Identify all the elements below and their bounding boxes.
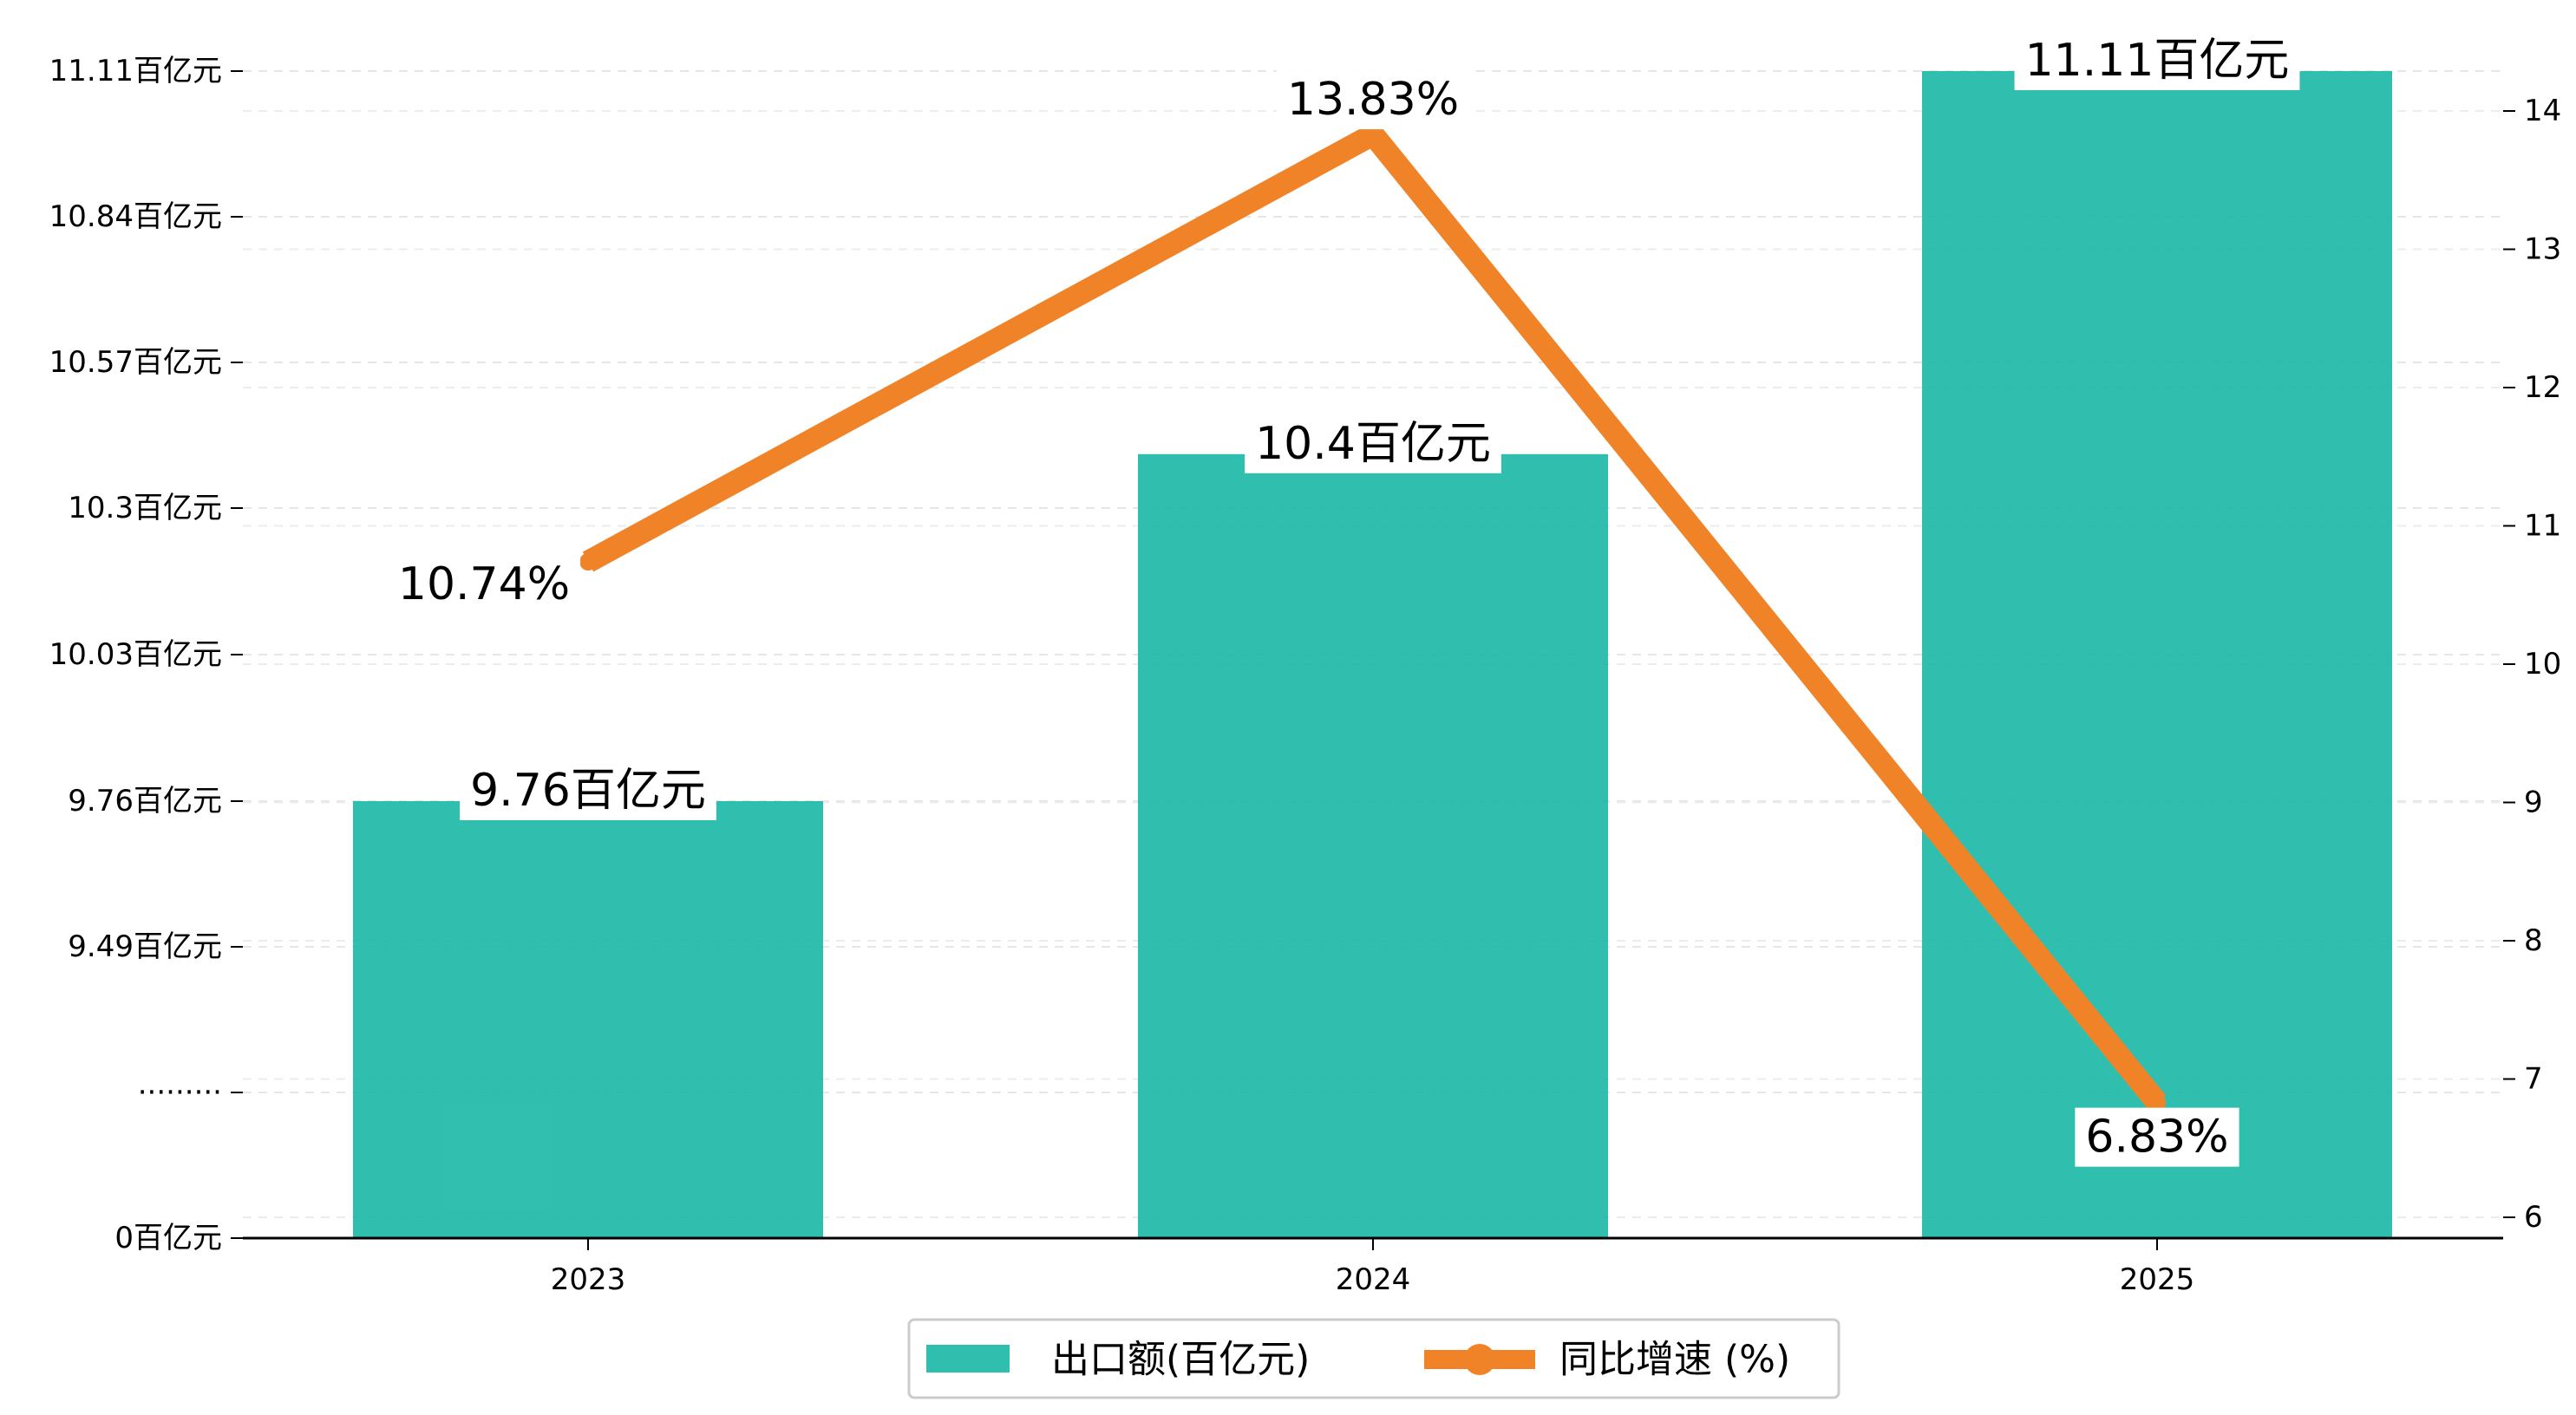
x-tick-label-2025: 2025 [2120, 1262, 2195, 1297]
bar-label-2025-bg [2014, 31, 2300, 90]
legend-label-line: 同比增速 (%) [1559, 1338, 1790, 1382]
left-tick-label-4: 10.03百亿元 [49, 637, 222, 672]
left-tick-label-3: 9.76百亿元 [68, 784, 222, 818]
right-tick-label-5: 11 [2524, 509, 2561, 544]
line-point-2025 [2148, 1093, 2166, 1112]
axis-break-label: ········· [138, 1075, 222, 1110]
line-label-2025: 6.83% [2075, 1107, 2239, 1167]
right-tick-label-3: 9 [2524, 786, 2543, 820]
bar-2025 [1922, 71, 2392, 1238]
x-tick-label-2024: 2024 [1336, 1262, 1411, 1297]
right-tick-label-2: 8 [2524, 923, 2543, 958]
legend-swatch-bar [926, 1345, 1010, 1373]
growth-line [579, 123, 2167, 1112]
bar-label-2024: 10.4百亿元 [1245, 414, 1501, 473]
line-label-2024-bg [1276, 70, 1470, 130]
legend-box [907, 1318, 1840, 1399]
legend: 出口额(百亿元) 同比增速 (%) [907, 1318, 1840, 1399]
x-tick-label-2023: 2023 [551, 1262, 626, 1297]
line-label-2024: 13.83% [1276, 70, 1470, 130]
bar-data-labels: 9.76百亿元 10.4百亿元 11.11百亿元 [460, 31, 2300, 820]
bars [353, 71, 2392, 1238]
line-label-2025-bg [2075, 1107, 2239, 1167]
bar-label-2023: 9.76百亿元 [460, 761, 716, 820]
bar-label-2025-text: 11.11百亿元 [2025, 35, 2290, 87]
right-tick-label-0: 6 [2524, 1200, 2543, 1235]
line-data-labels: 10.74% 13.83% 6.83% [387, 70, 2239, 1167]
left-tick-label-6: 10.57百亿元 [49, 345, 222, 380]
right-tick-label-1: 7 [2524, 1062, 2543, 1097]
legend-swatch-marker [1464, 1344, 1495, 1375]
left-tick-label-0: 0百亿元 [114, 1221, 222, 1255]
left-tick-label-5: 10.3百亿元 [68, 491, 222, 525]
right-tick-label-6: 12 [2524, 370, 2561, 405]
line-label-2023-text: 10.74% [398, 558, 570, 610]
bar-2024 [1138, 453, 1608, 1238]
bar-label-2025: 11.11百亿元 [2014, 31, 2300, 90]
bar-label-2023-bg [460, 761, 716, 820]
left-tick-label-8: 11.11百亿元 [49, 54, 222, 88]
axes: 0百亿元 ········· 9.49百亿元 9.76百亿元 10.03百亿元 10.3百… [49, 54, 2562, 1297]
line-point-2023 [579, 552, 597, 571]
line-point-2024 [1364, 126, 1382, 144]
right-tick-label-7: 13 [2524, 232, 2561, 267]
right-tick-label-8: 14 [2524, 94, 2561, 128]
bar-label-2023-text: 9.76百亿元 [470, 765, 706, 817]
line-label-2025-text: 6.83% [2085, 1112, 2228, 1164]
left-tick-label-2: 9.49百亿元 [68, 929, 222, 964]
legend-label-bar: 出口额(百亿元) [1051, 1338, 1310, 1382]
line-label-2023-bg [387, 554, 581, 614]
line-label-2024-text: 13.83% [1287, 74, 1459, 126]
left-tick-label-7: 10.84百亿元 [49, 199, 222, 234]
line-label-2023: 10.74% [387, 554, 581, 614]
bar-2023 [353, 801, 823, 1238]
bar-label-2024-text: 10.4百亿元 [1255, 418, 1491, 470]
bar-label-2024-bg [1245, 414, 1501, 473]
right-tick-label-4: 10 [2524, 647, 2561, 681]
